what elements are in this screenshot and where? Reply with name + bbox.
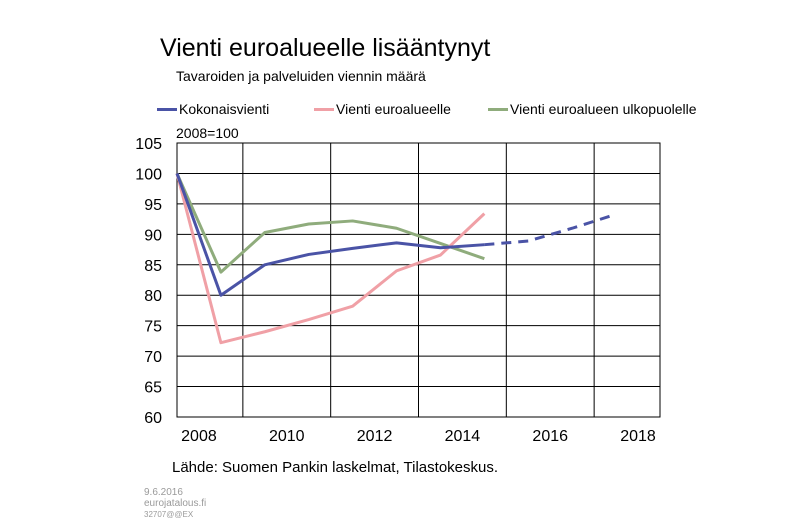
legend-swatch [314, 107, 334, 111]
y-tick-label: 70 [144, 349, 162, 366]
series-line [175, 173, 486, 345]
legend-item-kokonaisvienti: Kokonaisvienti [157, 101, 269, 117]
legend-swatch [157, 107, 177, 111]
y-tick-label: 60 [144, 410, 162, 427]
source-note: Lähde: Suomen Pankin laskelmat, Tilastok… [172, 459, 499, 476]
series-line [175, 172, 485, 297]
series-forecast-line [484, 212, 617, 247]
x-tick-label: 2014 [445, 428, 481, 445]
x-tick-label: 2008 [181, 428, 217, 445]
legend-label: Vienti euroalueelle [336, 101, 451, 117]
y-tick-label: 90 [144, 227, 162, 244]
footer-code: 32707@@EX [144, 510, 194, 519]
legend-swatch [488, 107, 508, 111]
y-tick-label: 80 [144, 288, 162, 305]
x-tick-label: 2010 [269, 428, 305, 445]
y-tick-label: 65 [144, 380, 162, 397]
footer-site: eurojatalous.fi [144, 498, 207, 509]
y-tick-label: 105 [135, 136, 162, 153]
legend-item-vienti-ulkopuolelle: Vienti euroalueen ulkopuolelle [488, 101, 697, 117]
x-tick-label: 2012 [357, 428, 393, 445]
y-axis-unit-label: 2008=100 [176, 125, 239, 141]
chart-subtitle: Tavaroiden ja palveluiden viennin määrä [176, 68, 426, 84]
y-tick-label: 85 [144, 258, 162, 275]
legend-item-vienti-euroalueelle: Vienti euroalueelle [314, 101, 451, 117]
legend-label: Vienti euroalueen ulkopuolelle [510, 101, 697, 117]
x-tick-label: 2018 [620, 428, 656, 445]
chart-title: Vienti euroalueelle lisääntynyt [160, 34, 491, 62]
x-tick-label: 2016 [532, 428, 568, 445]
y-tick-label: 95 [144, 197, 162, 214]
y-tick-label: 100 [135, 166, 162, 183]
footer-date: 9.6.2016 [144, 487, 183, 498]
plot-frame [176, 142, 661, 418]
series-line [175, 172, 485, 274]
y-tick-label: 75 [144, 319, 162, 336]
legend-label: Kokonaisvienti [179, 101, 270, 117]
